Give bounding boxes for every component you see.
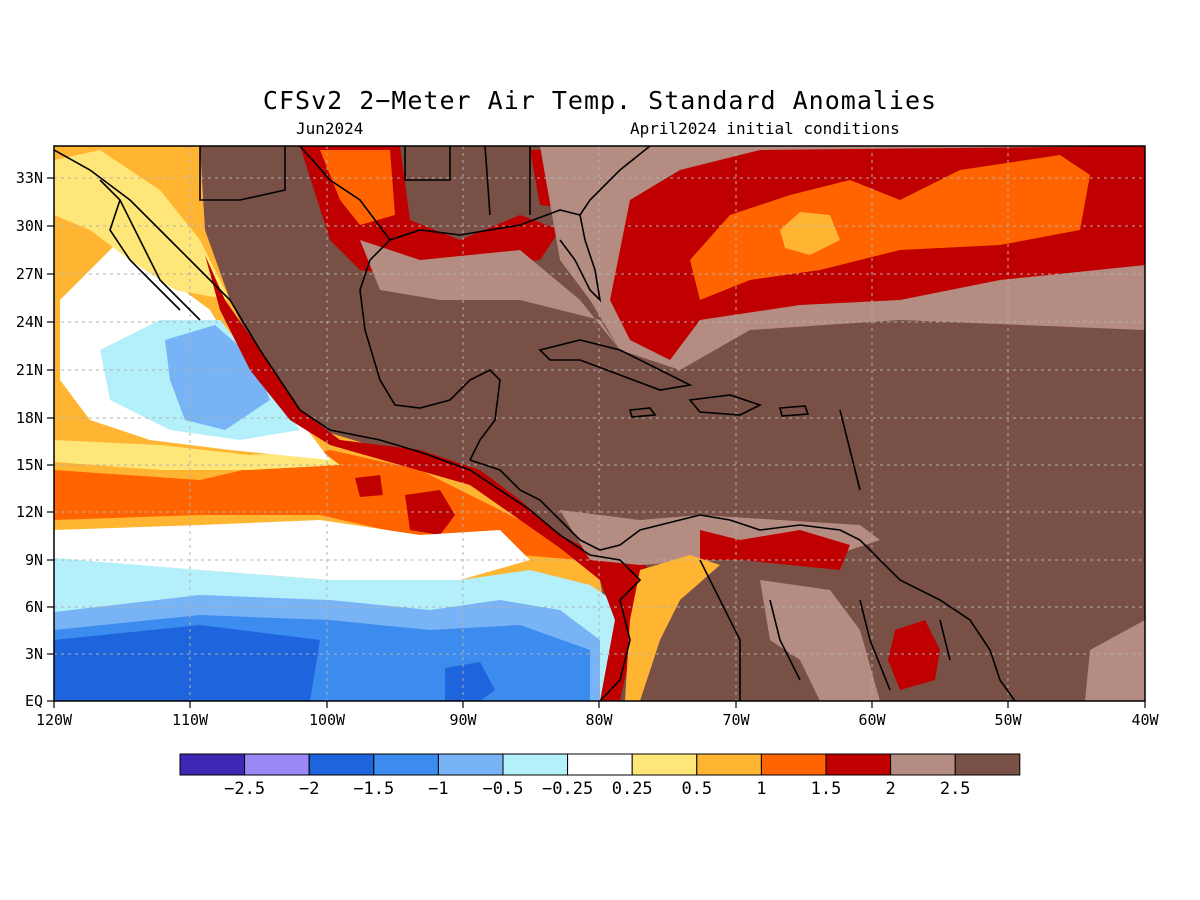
lon-tick-label: 70W	[722, 711, 750, 729]
border-south-america	[699, 559, 951, 701]
coastline-mexico-pacific	[54, 149, 642, 701]
lat-tick-label: 3N	[25, 645, 43, 663]
coastline-jamaica	[628, 407, 657, 418]
lat-tick-label: EQ	[25, 692, 43, 710]
pacific-cool-core	[54, 625, 320, 701]
map-title: CFSv2 2−Meter Air Temp. Standard Anomali…	[262, 86, 938, 115]
lat-tick-label: 12N	[16, 503, 43, 521]
lon-tick-label: 120W	[36, 711, 73, 729]
atlantic-warm-yellow	[780, 212, 840, 255]
lon-tick-label: 110W	[172, 711, 209, 729]
guiana-red	[888, 620, 940, 690]
anomaly-field	[54, 146, 1145, 701]
pacific-orange-band	[54, 450, 580, 560]
colorbar-label: 1.5	[811, 779, 842, 799]
pacific-cool-core-2	[445, 662, 495, 701]
tick-marks	[47, 177, 1146, 708]
lat-tick-label: 21N	[16, 361, 43, 379]
lon-tick-labels: 120W 110W 100W 90W 80W 70W 60W 50W 40W	[36, 711, 1160, 729]
valid-month-label: Jun2024	[296, 119, 364, 138]
coastline-central-america	[469, 459, 701, 551]
lon-tick-label: 50W	[994, 711, 1022, 729]
coastlines	[54, 146, 1016, 701]
colorbar-swatch	[696, 753, 762, 776]
lat-tick-label: 18N	[16, 409, 43, 427]
lon-tick-label: 60W	[858, 711, 886, 729]
us-gulf-orange	[320, 150, 395, 225]
lon-tick-label: 80W	[585, 711, 613, 729]
coastline-south-america	[699, 514, 1016, 701]
colorbar-label: 1	[756, 779, 766, 799]
lon-tick-label: 90W	[449, 711, 477, 729]
colorbar-label: −2.5	[224, 779, 265, 799]
colorbar-swatch	[631, 753, 698, 776]
pacific-red-patch-1	[405, 490, 455, 535]
grid-lines	[54, 146, 1145, 701]
colorbar-swatch	[567, 753, 633, 776]
colorbar-label: −0.25	[542, 779, 593, 799]
colorbar-swatch	[244, 753, 310, 776]
init-conditions-label: April2024 initial conditions	[630, 119, 900, 138]
mexico-coastal-ridge	[205, 255, 660, 701]
south-america-warm2	[760, 580, 880, 701]
colorbar-swatch	[890, 753, 956, 776]
pacific-red-patch-2	[355, 475, 383, 497]
lat-tick-label: 27N	[16, 265, 43, 283]
pacific-white-band	[54, 520, 530, 580]
colorbar-swatch	[954, 753, 1021, 776]
colorbar-label: 0.25	[612, 779, 653, 799]
colorbar-swatch	[502, 753, 569, 776]
colombia-warm	[625, 555, 720, 701]
colorbar-label: −0.5	[483, 779, 524, 799]
lon-tick-label: 100W	[309, 711, 346, 729]
pacific-yellow-band	[54, 440, 340, 470]
lat-tick-label: 6N	[25, 598, 43, 616]
gulf-california-warm	[54, 150, 230, 300]
lat-tick-label: 30N	[16, 217, 43, 235]
border-us-mexico	[199, 146, 391, 241]
coastline-hispaniola	[688, 394, 763, 416]
colorbar-labels: −2.5 −2 −1.5 −1 −0.5 −0.25 0.25 0.5 1 1.5 2 2.5	[224, 779, 970, 799]
coastline-florida	[559, 214, 602, 303]
coastline-gulf	[359, 146, 651, 461]
colorbar-label: −2	[299, 779, 319, 799]
colorbar-swatch	[179, 753, 246, 776]
lat-tick-label: 9N	[25, 551, 43, 569]
lon-tick-label: 40W	[1131, 711, 1159, 729]
lat-tick-label: 33N	[16, 169, 43, 187]
colorbar-label: 2.5	[940, 779, 971, 799]
colorbar-label: 0.5	[681, 779, 712, 799]
coastline-baja	[99, 179, 201, 321]
colorbar-swatch	[825, 753, 892, 776]
colorbar	[179, 753, 1021, 776]
coastline-cuba	[538, 339, 693, 391]
coastline-lesser-antilles	[839, 409, 861, 491]
colorbar-label: −1.5	[353, 779, 394, 799]
lat-tick-label: 24N	[16, 313, 43, 331]
colorbar-swatch	[308, 753, 375, 776]
atlantic-warm-orange	[690, 155, 1090, 300]
colorbar-swatch	[373, 753, 439, 776]
colorbar-label: 2	[885, 779, 895, 799]
colorbar-swatch	[437, 753, 504, 776]
colorbar-label: −1	[428, 779, 448, 799]
colorbar-swatch	[760, 753, 827, 776]
lat-tick-labels: EQ 3N 6N 9N 12N 15N 18N 21N 24N 27N 30N …	[16, 169, 43, 710]
atlantic-east-warm2	[1085, 620, 1145, 701]
coastline-puerto-rico	[778, 405, 810, 417]
lat-tick-label: 15N	[16, 456, 43, 474]
border-us-states	[404, 146, 531, 216]
gulf-mexico-warm2	[360, 240, 620, 350]
